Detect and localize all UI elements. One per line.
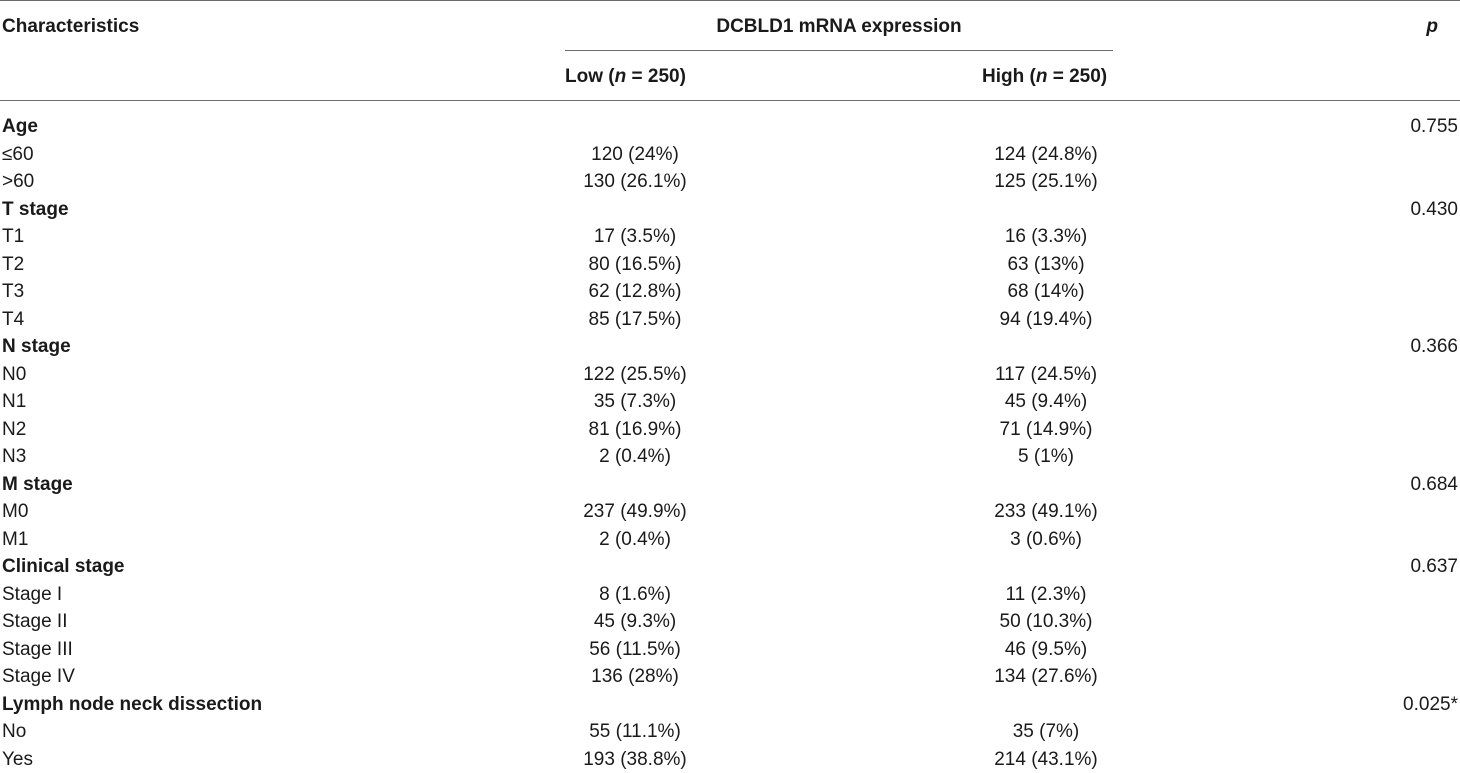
high-expression-cell: 5 (1%) (946, 443, 1146, 471)
high-expression-cell: 125 (25.1%) (946, 168, 1146, 196)
low-expression-cell: 130 (26.1%) (535, 168, 735, 196)
category-label: Age (2, 113, 38, 141)
high-group-header: High (n = 250) (982, 66, 1107, 88)
high-expression-cell: 50 (10.3%) (946, 608, 1146, 636)
table-row: N1 35 (7.3%) 45 (9.4%) (0, 388, 1460, 416)
high-expression-cell: 63 (13%) (946, 251, 1146, 279)
p-value-cell: 0.366 (1410, 333, 1458, 361)
row-label: N2 (2, 416, 26, 444)
p-value-header: p (1426, 16, 1438, 38)
row-label: T4 (2, 306, 24, 334)
high-expression-cell: 233 (49.1%) (946, 498, 1146, 526)
table-row: Stage I 8 (1.6%) 11 (2.3%) (0, 581, 1460, 609)
table-row: Stage IV 136 (28%) 134 (27.6%) (0, 663, 1460, 691)
low-expression-cell: 2 (0.4%) (535, 443, 735, 471)
low-expression-cell: 85 (17.5%) (535, 306, 735, 334)
row-label: N1 (2, 388, 26, 416)
high-expression-cell: 11 (2.3%) (946, 581, 1146, 609)
table-row: Stage II 45 (9.3%) 50 (10.3%) (0, 608, 1460, 636)
table-row: >60 130 (26.1%) 125 (25.1%) (0, 168, 1460, 196)
low-expression-cell: 17 (3.5%) (535, 223, 735, 251)
category-row: Age 0.755 (0, 113, 1460, 141)
category-label: Lymph node neck dissection (2, 691, 262, 719)
low-expression-cell: 120 (24%) (535, 141, 735, 169)
high-expression-cell: 124 (24.8%) (946, 141, 1146, 169)
table-row: T3 62 (12.8%) 68 (14%) (0, 278, 1460, 306)
characteristics-header: Characteristics (2, 16, 139, 38)
row-label: No (2, 718, 26, 746)
table-row: N0 122 (25.5%) 117 (24.5%) (0, 361, 1460, 389)
p-value-cell: 0.755 (1410, 113, 1458, 141)
row-label: Stage III (2, 636, 73, 664)
high-expression-cell: 94 (19.4%) (946, 306, 1146, 334)
low-expression-cell: 80 (16.5%) (535, 251, 735, 279)
table-row: T1 17 (3.5%) 16 (3.3%) (0, 223, 1460, 251)
category-row: Lymph node neck dissection 0.025* (0, 691, 1460, 719)
table-row: T2 80 (16.5%) 63 (13%) (0, 251, 1460, 279)
row-label: Stage I (2, 581, 62, 609)
table-row: T4 85 (17.5%) 94 (19.4%) (0, 306, 1460, 334)
category-row: Clinical stage 0.637 (0, 553, 1460, 581)
p-value-cell: 0.637 (1410, 553, 1458, 581)
p-value-cell: 0.025* (1403, 691, 1458, 719)
row-label: T1 (2, 223, 24, 251)
row-label: M0 (2, 498, 28, 526)
row-label: >60 (2, 168, 34, 196)
high-expression-cell: 68 (14%) (946, 278, 1146, 306)
table-body: Age 0.755 ≤60 120 (24%) 124 (24.8%) >60 130 (2… (0, 113, 1460, 773)
low-expression-cell: 136 (28%) (535, 663, 735, 691)
low-expression-cell: 81 (16.9%) (535, 416, 735, 444)
category-row: T stage 0.430 (0, 196, 1460, 224)
low-expression-cell: 2 (0.4%) (535, 526, 735, 554)
category-label: M stage (2, 471, 73, 499)
low-expression-cell: 237 (49.9%) (535, 498, 735, 526)
row-label: N3 (2, 443, 26, 471)
category-label: T stage (2, 196, 69, 224)
low-expression-cell: 56 (11.5%) (535, 636, 735, 664)
p-value-cell: 0.430 (1410, 196, 1458, 224)
high-expression-cell: 35 (7%) (946, 718, 1146, 746)
header-bottom-rule (0, 100, 1460, 101)
high-expression-cell: 117 (24.5%) (946, 361, 1146, 389)
row-label: N0 (2, 361, 26, 389)
low-expression-cell: 62 (12.8%) (535, 278, 735, 306)
high-expression-cell: 134 (27.6%) (946, 663, 1146, 691)
low-expression-cell: 8 (1.6%) (535, 581, 735, 609)
table-row: No 55 (11.1%) 35 (7%) (0, 718, 1460, 746)
row-label: T2 (2, 251, 24, 279)
high-expression-cell: 3 (0.6%) (946, 526, 1146, 554)
expression-group-header: DCBLD1 mRNA expression (565, 16, 1113, 38)
row-label: Stage II (2, 608, 68, 636)
table-row: N2 81 (16.9%) 71 (14.9%) (0, 416, 1460, 444)
table-row: M1 2 (0.4%) 3 (0.6%) (0, 526, 1460, 554)
row-label: M1 (2, 526, 28, 554)
table-row: ≤60 120 (24%) 124 (24.8%) (0, 141, 1460, 169)
low-expression-cell: 45 (9.3%) (535, 608, 735, 636)
low-expression-cell: 55 (11.1%) (535, 718, 735, 746)
group-header-rule (565, 50, 1113, 51)
table-row: M0 237 (49.9%) 233 (49.1%) (0, 498, 1460, 526)
category-row: N stage 0.366 (0, 333, 1460, 361)
high-expression-cell: 16 (3.3%) (946, 223, 1146, 251)
high-expression-cell: 46 (9.5%) (946, 636, 1146, 664)
table-top-rule (0, 0, 1460, 1)
p-value-cell: 0.684 (1410, 471, 1458, 499)
high-expression-cell: 71 (14.9%) (946, 416, 1146, 444)
category-label: N stage (2, 333, 71, 361)
high-expression-cell: 45 (9.4%) (946, 388, 1146, 416)
table-row: N3 2 (0.4%) 5 (1%) (0, 443, 1460, 471)
table-row: Stage III 56 (11.5%) 46 (9.5%) (0, 636, 1460, 664)
category-label: Clinical stage (2, 553, 125, 581)
low-expression-cell: 35 (7.3%) (535, 388, 735, 416)
row-label: T3 (2, 278, 24, 306)
row-label: Stage IV (2, 663, 75, 691)
row-label: ≤60 (2, 141, 34, 169)
category-row: M stage 0.684 (0, 471, 1460, 499)
low-expression-cell: 122 (25.5%) (535, 361, 735, 389)
low-group-header: Low (n = 250) (565, 66, 686, 88)
